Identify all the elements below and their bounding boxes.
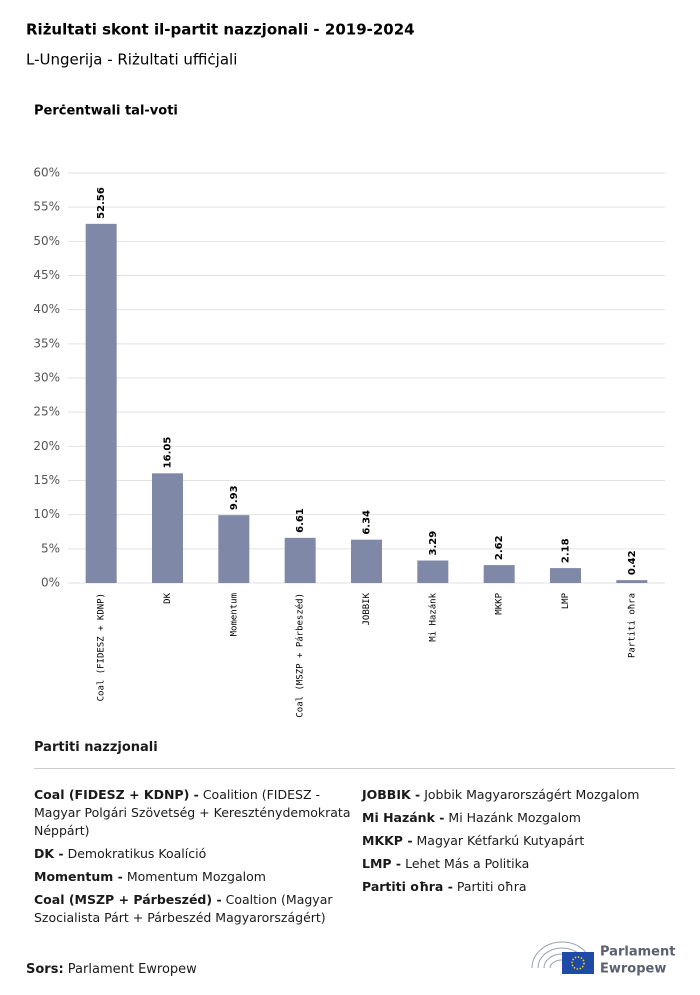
bar: [152, 473, 183, 583]
legend-key: Momentum -: [34, 869, 123, 884]
data-label: 52.56: [96, 187, 107, 219]
legend-key: Coal (FIDESZ + KDNP) -: [34, 787, 199, 802]
data-label: 6.34: [362, 510, 373, 535]
x-tick-label: MKKP: [495, 592, 505, 614]
legend-item: Coal (FIDESZ + KDNP) - Coalition (FIDESZ…: [34, 786, 354, 840]
logo-text: Parlament: [600, 945, 675, 960]
x-tick-label: Coal (FIDESZ + KDNP): [97, 593, 107, 701]
y-tick-label: 35%: [33, 336, 60, 350]
x-tick-label: LMP: [561, 592, 571, 609]
bar: [417, 560, 449, 583]
legend-text: Momentum Mozgalom: [126, 869, 266, 884]
y-tick-label: 25%: [33, 405, 60, 419]
y-tick-label: 15%: [33, 473, 60, 487]
legend-key: DK -: [34, 846, 64, 861]
legend-item: MKKP - Magyar Kétfarkú Kutyapárt: [362, 832, 672, 850]
x-tick-label: Momentum: [229, 593, 239, 636]
legend-title: Partiti nazzjonali: [34, 740, 158, 755]
y-tick-label: 20%: [33, 439, 60, 453]
source-label: Sors:: [26, 962, 64, 977]
x-tick-label: Partiti oħra: [627, 593, 637, 658]
bar: [351, 539, 382, 583]
legend-key: Partiti oħra -: [362, 879, 453, 894]
data-label: 0.42: [627, 550, 638, 575]
y-tick-label: 30%: [33, 371, 60, 385]
source-text: Parlament Ewropew: [67, 962, 197, 977]
y-axis-title: Perċentwali tal-voti: [34, 104, 178, 119]
bar: [616, 580, 648, 583]
x-tick-label: JOBBIK: [362, 592, 372, 625]
data-label: 2.62: [494, 535, 505, 560]
legend-text: Coalition (FIDESZ - Magyar Polgári Szöve…: [34, 787, 351, 838]
data-label: 2.18: [561, 538, 572, 563]
bar: [85, 223, 117, 583]
y-tick-label: 5%: [41, 541, 60, 555]
legend-divider: [34, 768, 675, 769]
legend-key: Mi Hazánk -: [362, 810, 445, 825]
x-tick-label: DK: [163, 592, 173, 603]
data-label: 9.93: [229, 485, 240, 510]
legend-key: LMP -: [362, 856, 402, 871]
data-label: 6.61: [295, 508, 306, 533]
legend-text: Partiti oħra: [456, 879, 527, 894]
legend-item: Partiti oħra - Partiti oħra: [362, 878, 672, 896]
y-tick-label: 50%: [33, 234, 60, 248]
legend-text: Mi Hazánk Mozgalom: [448, 810, 581, 825]
bar: [483, 565, 515, 583]
bar: [284, 537, 316, 583]
legend-item: Mi Hazánk - Mi Hazánk Mozgalom: [362, 809, 672, 827]
y-tick-label: 45%: [33, 268, 60, 282]
y-tick-label: 55%: [33, 200, 60, 214]
y-tick-label: 0%: [41, 576, 60, 590]
legend-text: Jobbik Magyarországért Mozgalom: [424, 787, 640, 802]
chart-subtitle: L-Ungerija - Riżultati uffiċjali: [26, 51, 237, 69]
legend-item: Momentum - Momentum Mozgalom: [34, 868, 354, 886]
legend-key: MKKP -: [362, 833, 413, 848]
y-tick-label: 10%: [33, 507, 60, 521]
chart-title: Riżultati skont il-partit nazzjonali - 2…: [26, 21, 415, 39]
y-tick-label: 40%: [33, 302, 60, 316]
legend-text: Lehet Más a Politika: [405, 856, 530, 871]
source: Sors: Parlament Ewropew: [26, 962, 197, 977]
legend-text: Coaltion (Magyar Szocialista Párt + Párb…: [34, 892, 333, 925]
bar: [550, 568, 581, 583]
legend-key: JOBBIK -: [362, 787, 421, 802]
y-tick-label: 60%: [33, 166, 60, 180]
legend-item: LMP - Lehet Más a Politika: [362, 855, 672, 873]
legend-text: Magyar Kétfarkú Kutyapárt: [416, 833, 585, 848]
legend-item: Coal (MSZP + Párbeszéd) - Coaltion (Magy…: [34, 891, 354, 927]
legend-key: Coal (MSZP + Párbeszéd) -: [34, 892, 222, 907]
data-label: 3.29: [428, 531, 439, 556]
legend-text: Demokratikus Koalíció: [67, 846, 207, 861]
logo-text: Ewropew: [600, 962, 666, 977]
legend-item: DK - Demokratikus Koalíció: [34, 845, 354, 863]
x-tick-label: Coal (MSZP + Párbeszéd): [295, 593, 306, 718]
x-tick-label: Mi Hazánk: [428, 592, 438, 641]
legend-item: JOBBIK - Jobbik Magyarországért Mozgalom: [362, 786, 672, 804]
legend-column: Coal (FIDESZ + KDNP) - Coalition (FIDESZ…: [34, 786, 354, 932]
bar: [218, 515, 250, 583]
chart: Riżultati skont il-partit nazzjonali - 2…: [26, 21, 665, 718]
logo: Parlament Ewropew: [531, 941, 675, 977]
data-label: 16.05: [163, 437, 174, 469]
legend-column: JOBBIK - Jobbik Magyarországért Mozgalom…: [362, 786, 672, 901]
